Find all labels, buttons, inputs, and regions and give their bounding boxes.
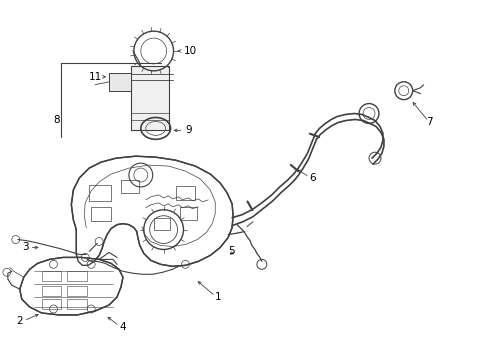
Bar bbox=[154, 218, 170, 230]
Text: 3: 3 bbox=[22, 243, 28, 252]
Bar bbox=[175, 186, 196, 200]
Bar bbox=[121, 180, 139, 193]
Bar bbox=[68, 271, 87, 281]
Text: 4: 4 bbox=[119, 322, 125, 332]
Text: 6: 6 bbox=[310, 173, 316, 183]
Bar bbox=[68, 286, 87, 296]
Text: 2: 2 bbox=[16, 316, 23, 326]
Polygon shape bbox=[72, 156, 233, 266]
Bar bbox=[179, 207, 197, 220]
Text: 5: 5 bbox=[228, 247, 235, 256]
Polygon shape bbox=[20, 257, 123, 315]
Bar bbox=[89, 185, 111, 201]
Bar bbox=[68, 299, 87, 309]
Text: 8: 8 bbox=[53, 116, 60, 126]
Text: 9: 9 bbox=[185, 125, 192, 135]
Bar bbox=[109, 73, 131, 91]
Bar bbox=[91, 207, 111, 221]
Bar bbox=[42, 299, 61, 309]
Bar bbox=[42, 271, 61, 281]
Bar bbox=[131, 66, 169, 130]
Text: 10: 10 bbox=[183, 46, 196, 56]
Bar bbox=[42, 286, 61, 296]
Text: 11: 11 bbox=[89, 72, 102, 82]
Text: 1: 1 bbox=[215, 292, 222, 302]
Text: 7: 7 bbox=[427, 117, 433, 127]
